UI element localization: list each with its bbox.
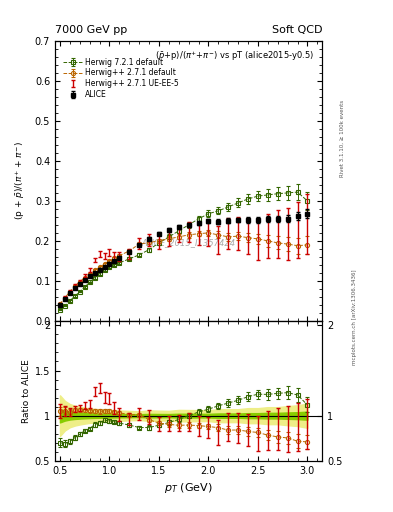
Text: mcplots.cern.ch [arXiv:1306.3436]: mcplots.cern.ch [arXiv:1306.3436] (352, 270, 357, 365)
Text: 7000 GeV pp: 7000 GeV pp (55, 25, 127, 35)
Text: (p + $\bar{p}$)/($\pi^{+}$ + $\pi^{-}$): (p + $\bar{p}$)/($\pi^{+}$ + $\pi^{-}$) (13, 141, 27, 220)
Text: ($\bar{p}$+p)/($\pi^{+}$+$\pi^{-}$) vs pT (alice2015-y0.5): ($\bar{p}$+p)/($\pi^{+}$+$\pi^{-}$) vs p… (155, 49, 314, 63)
X-axis label: $p_T$ (GeV): $p_T$ (GeV) (164, 481, 213, 495)
Legend: Herwig 7.2.1 default, Herwig++ 2.7.1 default, Herwig++ 2.7.1 UE-EE-5, ALICE: Herwig 7.2.1 default, Herwig++ 2.7.1 def… (62, 56, 180, 101)
Text: Rivet 3.1.10, ≥ 100k events: Rivet 3.1.10, ≥ 100k events (340, 100, 345, 177)
Text: ALICE_2015_I1357424: ALICE_2015_I1357424 (141, 238, 236, 247)
Text: Soft QCD: Soft QCD (272, 25, 322, 35)
Y-axis label: Ratio to ALICE: Ratio to ALICE (22, 359, 31, 423)
